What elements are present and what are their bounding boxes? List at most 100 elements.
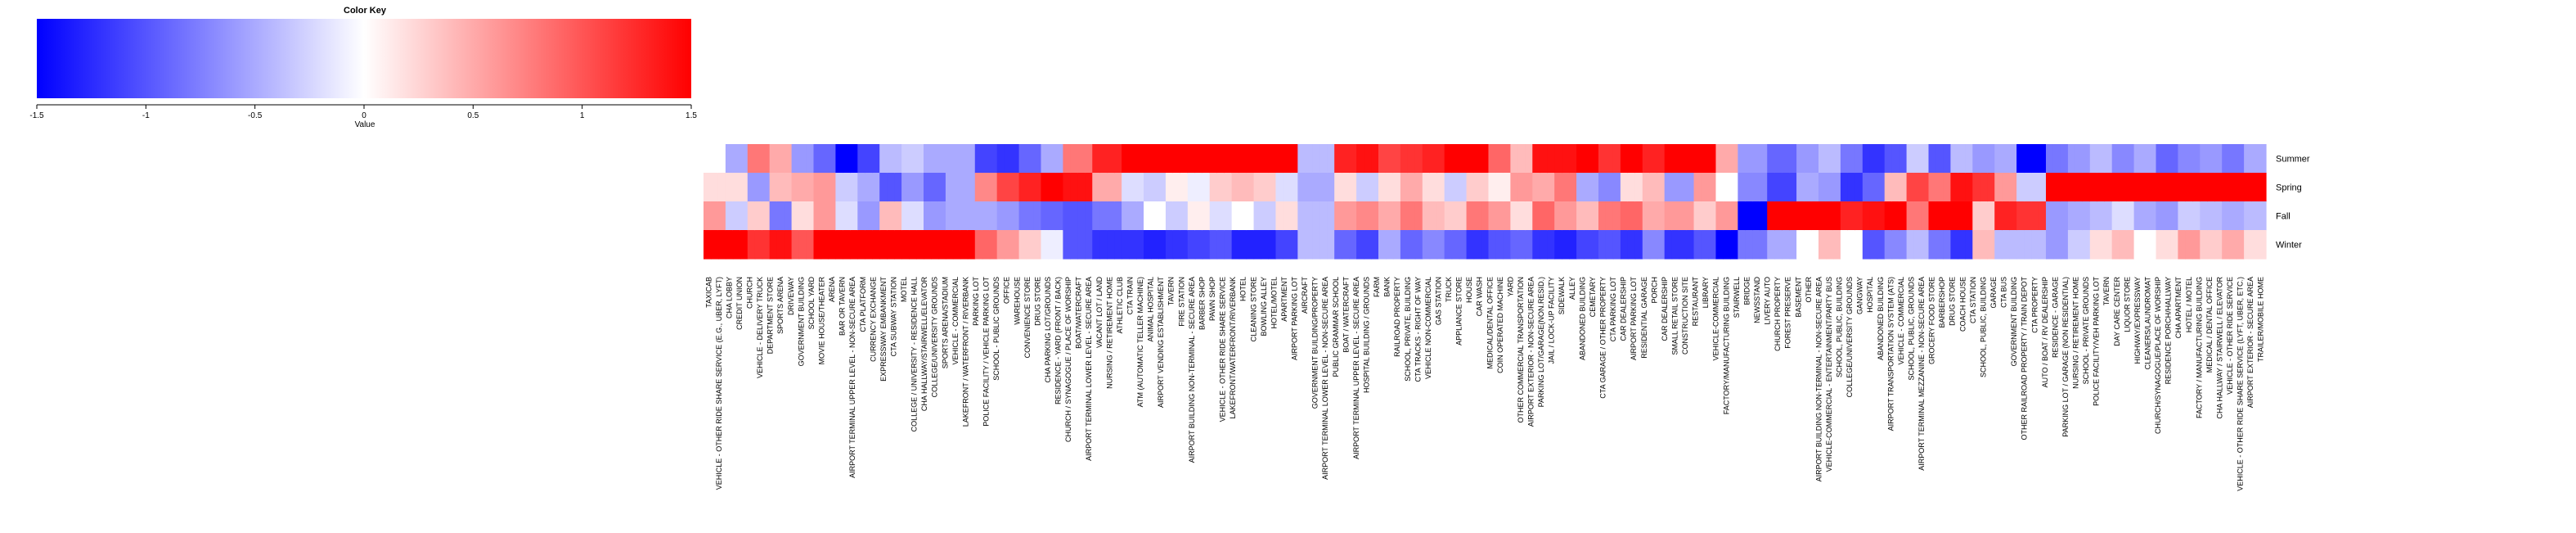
heatmap-cell: [1854, 201, 1863, 231]
column-label: CLEANERS/LAUNDROMAT: [2143, 277, 2151, 370]
heatmap-cell: [1928, 173, 1937, 202]
heatmap-cell: [1400, 144, 1409, 174]
heatmap-cell: [1194, 201, 1203, 231]
heatmap-cell: [1913, 173, 1922, 202]
heatmap-cell: [1378, 201, 1387, 231]
heatmap-cell: [1495, 230, 1504, 260]
heatmap-cell: [1825, 201, 1834, 231]
heatmap-cell: [1312, 230, 1320, 260]
column-labels: TAXICAB VEHICLE - OTHER RIDE SHARE SERVIC…: [704, 276, 2264, 490]
heatmap-cell: [894, 201, 902, 231]
heatmap-cell: [2222, 201, 2230, 231]
heatmap-cell: [930, 173, 939, 202]
heatmap-cell: [996, 230, 1005, 260]
heatmap-cell: [1011, 230, 1020, 260]
column-label: GAS STATION: [1434, 277, 1442, 325]
heatmap-cell: [1429, 173, 1438, 202]
heatmap-cell: [828, 144, 837, 174]
heatmap-cell: [2259, 173, 2267, 202]
heatmap-cell: [1605, 201, 1614, 231]
heatmap-cell: [1958, 173, 1966, 202]
heatmap-cell: [1488, 201, 1497, 231]
heatmap-cell: [1202, 201, 1211, 231]
heatmap-cell: [1686, 144, 1695, 174]
heatmap-cell: [1129, 173, 1137, 202]
heatmap-cell: [1847, 230, 1856, 260]
heatmap-cell: [1928, 230, 1937, 260]
heatmap-cell: [1811, 201, 1819, 231]
heatmap-cell: [798, 230, 807, 260]
heatmap-cell: [2082, 230, 2091, 260]
heatmap-cell: [1854, 173, 1863, 202]
heatmap-cell: [762, 144, 771, 174]
heatmap-cell: [1239, 201, 1248, 231]
heatmap-cell: [2104, 144, 2113, 174]
heatmap-cell: [776, 173, 785, 202]
column-label: ABANDONED BUILDING: [1877, 277, 1885, 360]
heatmap-cell: [1679, 201, 1688, 231]
heatmap-cell: [717, 230, 726, 260]
column-label: MEDICAL/DENTAL OFFICE: [1486, 277, 1494, 369]
heatmap-cell: [1796, 144, 1805, 174]
heatmap-cell: [1275, 230, 1284, 260]
heatmap-cell: [1921, 230, 1930, 260]
heatmap-cell: [2237, 201, 2245, 231]
heatmap-cell: [1063, 144, 1071, 174]
heatmap-cell: [1723, 173, 1731, 202]
heatmap-cell: [1114, 144, 1122, 174]
heatmap-cell: [1884, 173, 1893, 202]
heatmap-cell: [2185, 144, 2193, 174]
heatmap-cell: [740, 230, 749, 260]
heatmap-cell: [1605, 144, 1614, 174]
heatmap-cell: [1627, 230, 1636, 260]
heatmap-cell: [1972, 173, 1980, 202]
heatmap-cell: [784, 201, 793, 231]
heatmap-cell: [1612, 173, 1621, 202]
heatmap-cell: [1708, 173, 1717, 202]
heatmap-cell: [1525, 201, 1533, 231]
heatmap-cell: [1686, 173, 1695, 202]
heatmap-cell: [2251, 173, 2259, 202]
heatmap-cell: [1283, 230, 1291, 260]
heatmap-cell: [806, 201, 815, 231]
heatmap-cell: [1253, 201, 1262, 231]
column-label: PARKING LOT / GARAGE (NON RESIDENTIAL): [2061, 277, 2070, 437]
heatmap-cell: [1297, 230, 1306, 260]
heatmap-cell: [2060, 201, 2069, 231]
heatmap-cell: [2060, 230, 2069, 260]
heatmap-cell: [1151, 173, 1159, 202]
heatmap-cell: [1987, 201, 1995, 231]
heatmap-cell: [2207, 230, 2215, 260]
heatmap-cell: [710, 173, 719, 202]
heatmap-cell: [1796, 230, 1805, 260]
heatmap-cell: [1738, 144, 1746, 174]
heatmap-cell: [1070, 173, 1078, 202]
heatmap-cell: [1540, 144, 1548, 174]
heatmap-cell: [1774, 201, 1783, 231]
column-label: SIDEWALK: [1558, 277, 1566, 314]
heatmap-cell: [1847, 173, 1856, 202]
column-label: SPORTS ARENA/STADIUM: [941, 277, 949, 368]
heatmap-cell: [1070, 201, 1078, 231]
heatmap-cell: [1584, 230, 1592, 260]
row-label: Spring: [2276, 183, 2302, 193]
heatmap-cell: [1671, 173, 1680, 202]
heatmap-cell: [1693, 144, 1702, 174]
column-label: CTA BUS: [2000, 277, 2008, 308]
heatmap-cell: [1122, 144, 1130, 174]
column-label: RESTAURANT: [1692, 277, 1700, 327]
heatmap-cell: [952, 230, 961, 260]
column-label: AIRCRAFT: [1301, 276, 1309, 314]
column-label: WAREHOUSE: [1013, 277, 1021, 325]
column-label: BARBERSHOP: [1938, 277, 1946, 328]
heatmap-cell: [1693, 230, 1702, 260]
heatmap-cell: [2148, 201, 2157, 231]
heatmap-cell: [1099, 230, 1108, 260]
heatmap-cell: [1385, 144, 1394, 174]
column-label: HOTEL: [1239, 277, 1248, 301]
heatmap-cell: [1481, 144, 1490, 174]
heatmap-cell: [1745, 173, 1753, 202]
heatmap-cell: [1349, 230, 1357, 260]
heatmap-cell: [1899, 173, 1908, 202]
heatmap-cell: [2002, 230, 2010, 260]
